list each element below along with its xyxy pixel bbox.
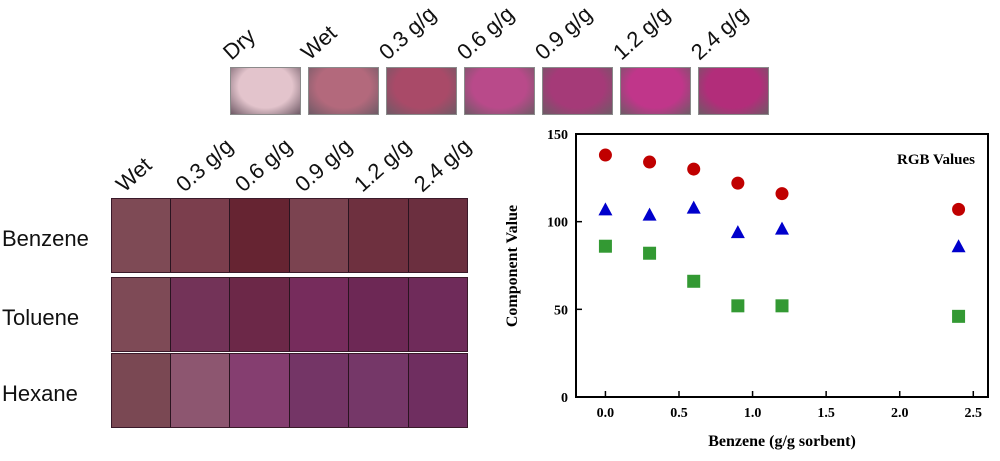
top-strip-label: Dry <box>217 23 261 65</box>
red-point <box>731 176 745 190</box>
grid-column-label: 0.3 g/g <box>170 133 238 197</box>
grid-cell <box>230 353 290 428</box>
rgb-scatter-chart: 0 50 100 150 0.0 0.5 1.0 1.5 2.0 2.5 RGB Values C… <box>504 128 989 450</box>
color-grid: Wet 0.3 g/g 0.6 g/g 0.9 g/g 1.2 g/g 2.4 g/g B… <box>0 120 480 461</box>
grid-cell <box>289 353 349 428</box>
top-strip-label: 0.6 g/g <box>451 1 519 65</box>
grid-cell <box>111 353 171 428</box>
red-point <box>775 187 789 201</box>
grid-cell <box>349 198 409 273</box>
grid-cell <box>111 198 171 273</box>
top-strip-swatch <box>308 67 379 115</box>
grid-cell <box>230 198 290 273</box>
top-strip-label: 2.4 g/g <box>685 1 753 65</box>
top-strip-label: 0.3 g/g <box>373 1 441 65</box>
x-tick-label: 0.0 <box>597 406 615 421</box>
red-point <box>687 162 701 176</box>
green-point <box>643 246 657 260</box>
grid-cell <box>170 198 230 273</box>
top-strip-swatch <box>542 67 613 115</box>
blue-point <box>730 225 745 239</box>
grid-row-label: Toluene <box>2 305 80 330</box>
y-tick-label: 0 <box>561 391 568 406</box>
red-point <box>598 148 612 162</box>
green-point <box>687 274 701 288</box>
grid-row-frame <box>111 198 468 273</box>
grid-column-label: Wet <box>110 152 157 197</box>
grid-column-label: 0.6 g/g <box>229 133 297 197</box>
plot-frame <box>575 133 989 398</box>
red-point <box>952 202 966 216</box>
chart-title: RGB Values <box>897 152 975 168</box>
top-strip: Dry Wet 0.3 g/g 0.6 g/g 0.9 g/g 1.2 g/g 2.4 g/… <box>0 0 1000 120</box>
top-strip-label: Wet <box>295 20 342 65</box>
grid-cell <box>408 198 468 273</box>
x-tick-label: 2.0 <box>891 406 909 421</box>
grid-row-frame <box>111 277 468 352</box>
grid-cell <box>349 277 409 352</box>
x-tick-label: 0.5 <box>670 406 688 421</box>
y-axis-label: Component Value <box>504 205 521 327</box>
y-tick-label: 150 <box>547 128 568 143</box>
grid-cell <box>408 277 468 352</box>
top-strip-swatch <box>386 67 457 115</box>
blue-point <box>598 202 613 216</box>
red-point <box>643 155 657 169</box>
top-strip-swatch <box>698 67 769 115</box>
top-strip-label: 1.2 g/g <box>607 1 675 65</box>
blue-point <box>951 239 966 253</box>
grid-cell <box>111 277 171 352</box>
x-tick-label: 1.0 <box>744 406 762 421</box>
grid-cell <box>170 353 230 428</box>
grid-cell <box>170 277 230 352</box>
top-strip-swatch <box>620 67 691 115</box>
grid-row-frame <box>111 353 468 428</box>
grid-cell <box>349 353 409 428</box>
top-strip-swatch <box>230 67 301 115</box>
x-axis-label: Benzene (g/g sorbent) <box>708 433 856 450</box>
grid-column-label: 2.4 g/g <box>408 133 476 197</box>
green-point <box>731 299 745 313</box>
grid-column-label: 1.2 g/g <box>348 133 416 197</box>
grid-cell <box>230 277 290 352</box>
green-point <box>952 309 966 323</box>
grid-cell <box>289 198 349 273</box>
x-tick-label: 2.5 <box>965 406 983 421</box>
blue-point <box>642 207 657 221</box>
blue-point <box>775 221 789 235</box>
top-strip-swatch <box>464 67 535 115</box>
top-strip-label: 0.9 g/g <box>529 1 597 65</box>
grid-column-label: 0.9 g/g <box>289 133 357 197</box>
grid-cell <box>289 277 349 352</box>
green-point <box>598 239 612 253</box>
y-tick-label: 100 <box>547 216 568 231</box>
grid-row-label: Hexane <box>2 381 78 406</box>
green-point <box>775 299 789 313</box>
x-tick-label: 1.5 <box>817 406 835 421</box>
grid-cell <box>408 353 468 428</box>
blue-point <box>686 200 701 214</box>
y-tick-label: 50 <box>554 303 568 318</box>
grid-row-label: Benzene <box>2 226 89 251</box>
